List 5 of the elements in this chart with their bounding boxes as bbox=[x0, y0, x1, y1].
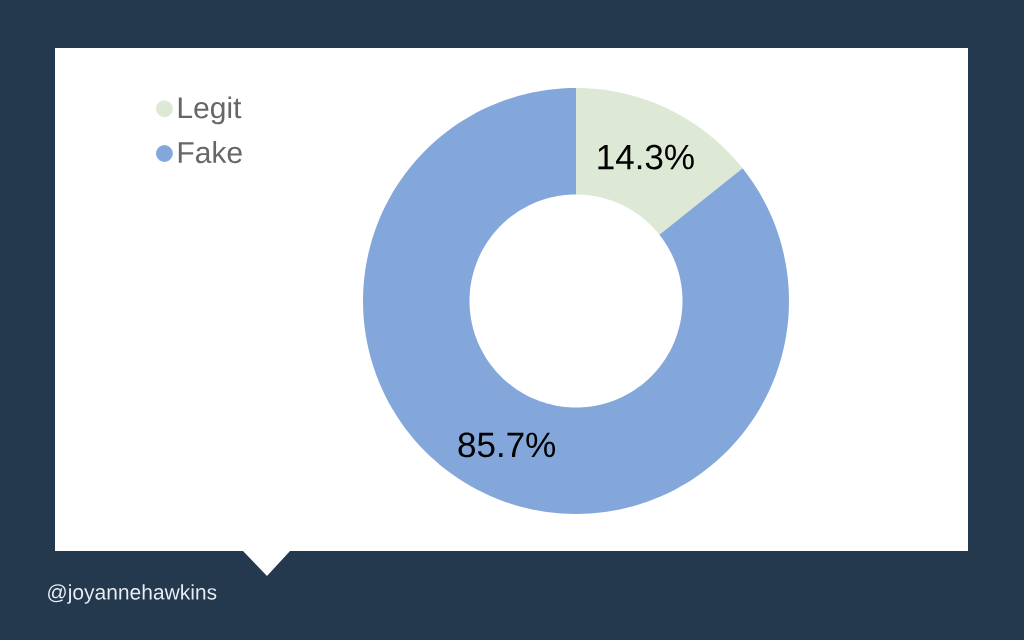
text: @joyannehawkins bbox=[48, 584, 217, 604]
data-label: 85.7% bbox=[458, 432, 556, 458]
data-label: 14.3% bbox=[598, 144, 694, 170]
legend-label: Fake bbox=[178, 141, 242, 164]
legend-label: Legit bbox=[178, 96, 242, 125]
